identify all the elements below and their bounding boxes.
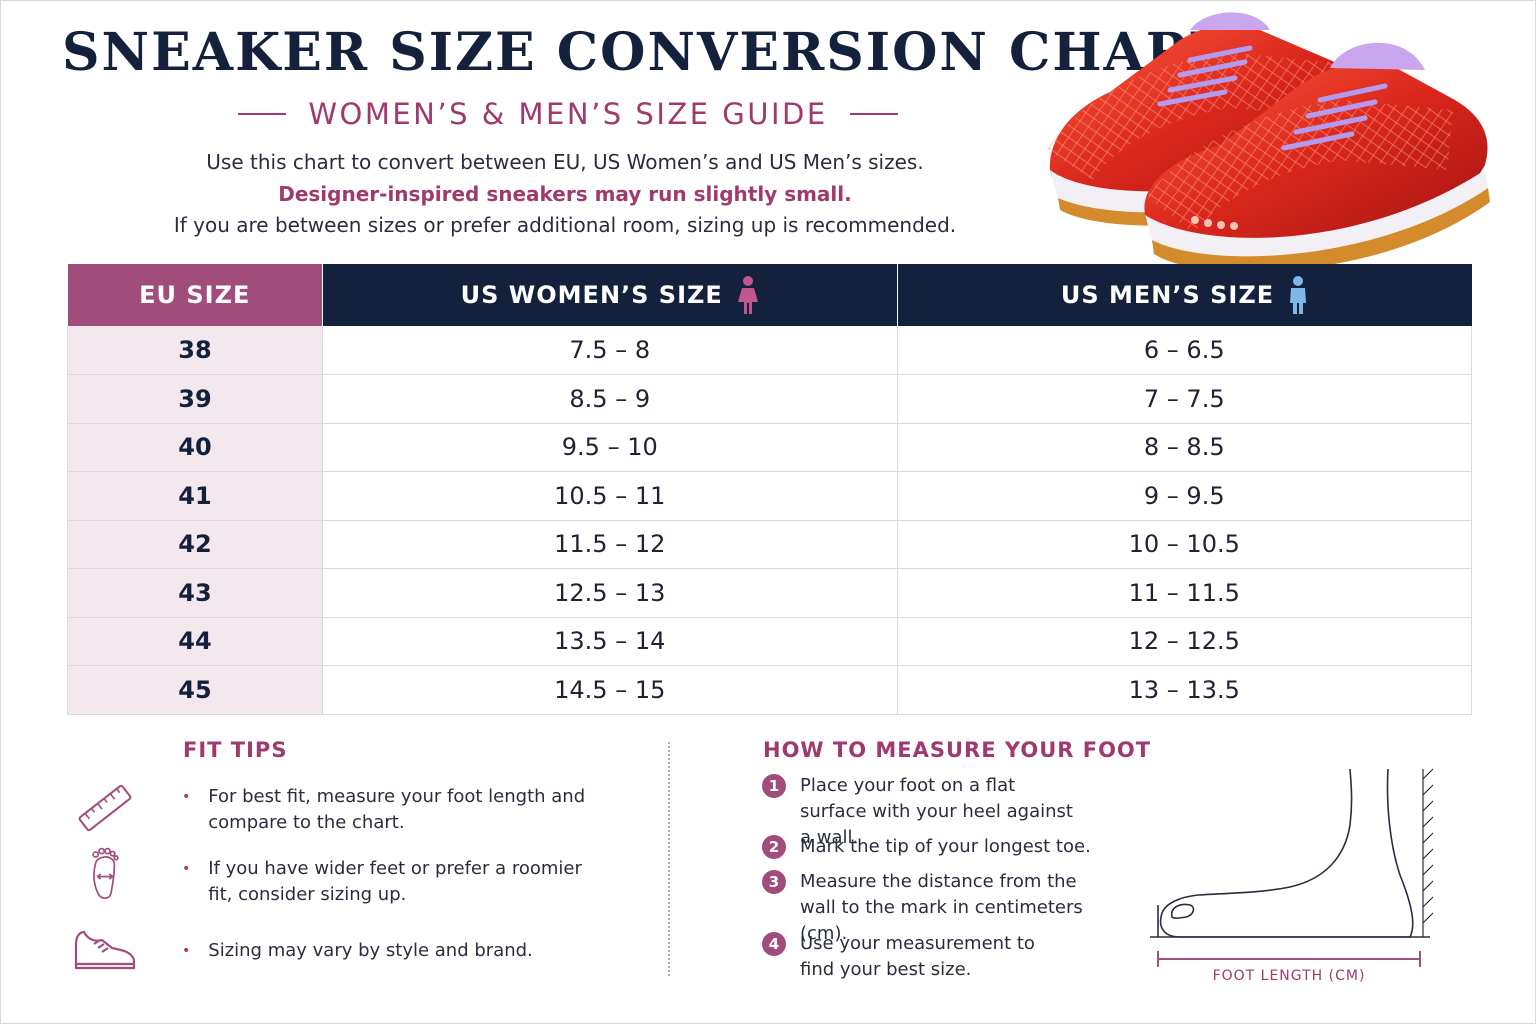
man-icon bbox=[1290, 276, 1307, 314]
fit-tips-title: FIT TIPS bbox=[183, 738, 288, 762]
table-row: 41 10.5 – 11 9 – 9.5 bbox=[67, 471, 1472, 521]
page-subtitle: WOMEN’S & MEN’S SIZE GUIDE bbox=[308, 97, 828, 131]
us-women-cell: 8.5 – 9 bbox=[322, 374, 897, 424]
us-women-cell: 9.5 – 10 bbox=[322, 423, 897, 472]
step-number-badge: 3 bbox=[762, 870, 786, 894]
eu-size-cell: 38 bbox=[67, 326, 323, 375]
step-number-badge: 2 bbox=[762, 835, 786, 859]
subtitle-rule-right bbox=[849, 113, 898, 115]
size-conversion-table: EU SIZE US WOMEN’S SIZE US MEN’S SIZE bbox=[67, 264, 1472, 715]
us-men-cell: 12 – 12.5 bbox=[896, 617, 1472, 666]
bullet-icon: • bbox=[182, 789, 191, 805]
us-women-cell: 12.5 – 13 bbox=[322, 568, 897, 618]
step-number-badge: 1 bbox=[762, 774, 786, 798]
table-row: 42 11.5 – 12 10 – 10.5 bbox=[67, 520, 1472, 569]
us-women-cell: 11.5 – 12 bbox=[322, 520, 897, 569]
step-text: Use your measurement to find your best s… bbox=[800, 933, 1035, 980]
us-men-header-label: US MEN’S SIZE bbox=[1060, 281, 1275, 309]
table-row: 45 14.5 – 15 13 – 13.5 bbox=[67, 665, 1472, 715]
us-women-header: US WOMEN’S SIZE bbox=[322, 264, 897, 326]
table-row: 43 12.5 – 13 11 – 11.5 bbox=[67, 568, 1472, 618]
measure-step: 4 Use your measurement to find your best… bbox=[762, 931, 1072, 983]
table-header-row: EU SIZE US WOMEN’S SIZE US MEN’S SIZE bbox=[67, 264, 1472, 326]
intro-line-2: Designer-inspired sneakers may run sligh… bbox=[278, 182, 852, 206]
us-men-cell: 8 – 8.5 bbox=[896, 423, 1472, 472]
eu-size-cell: 44 bbox=[67, 617, 323, 666]
foot-width-icon bbox=[92, 847, 119, 900]
measure-step: 3 Measure the distance from the wall to … bbox=[762, 869, 1107, 947]
us-men-cell: 6 – 6.5 bbox=[896, 326, 1472, 375]
us-men-cell: 13 – 13.5 bbox=[896, 665, 1472, 715]
us-women-cell: 10.5 – 11 bbox=[322, 471, 897, 521]
intro-line-1: Use this chart to convert between EU, US… bbox=[206, 150, 924, 174]
eu-size-header: EU SIZE bbox=[67, 264, 323, 326]
fit-tip-item: • If you have wider feet or prefer a roo… bbox=[182, 856, 602, 908]
table-row: 40 9.5 – 10 8 – 8.5 bbox=[67, 423, 1472, 472]
sneaker-icon bbox=[74, 930, 136, 970]
woman-icon bbox=[737, 276, 758, 314]
fit-tip-text: For best fit, measure your foot length a… bbox=[208, 786, 586, 833]
eu-size-cell: 40 bbox=[67, 423, 323, 472]
subtitle-rule-left bbox=[238, 113, 287, 115]
eu-size-cell: 41 bbox=[67, 471, 323, 521]
bullet-icon: • bbox=[182, 861, 191, 877]
section-divider bbox=[668, 742, 670, 976]
eu-size-cell: 42 bbox=[67, 520, 323, 569]
us-men-cell: 7 – 7.5 bbox=[896, 374, 1472, 424]
page-title: SNEAKER SIZE CONVERSION CHART bbox=[62, 22, 1231, 83]
us-women-cell: 7.5 – 8 bbox=[322, 326, 897, 375]
us-men-cell: 11 – 11.5 bbox=[896, 568, 1472, 618]
fit-tip-text: If you have wider feet or prefer a roomi… bbox=[208, 858, 582, 905]
us-men-cell: 9 – 9.5 bbox=[896, 471, 1472, 521]
us-women-cell: 13.5 – 14 bbox=[322, 617, 897, 666]
table-row: 44 13.5 – 14 12 – 12.5 bbox=[67, 617, 1472, 666]
foot-measure-diagram-icon bbox=[1150, 768, 1434, 967]
eu-size-cell: 45 bbox=[67, 665, 323, 715]
intro-line-3: If you are between sizes or prefer addit… bbox=[173, 213, 957, 237]
step-number-badge: 4 bbox=[762, 932, 786, 956]
foot-length-label: FOOT LENGTH (CM) bbox=[1212, 968, 1366, 984]
us-men-header: US MEN’S SIZE bbox=[896, 264, 1472, 326]
eu-size-cell: 39 bbox=[67, 374, 323, 424]
eu-size-cell: 43 bbox=[67, 568, 323, 618]
us-women-cell: 14.5 – 15 bbox=[322, 665, 897, 715]
measure-title: HOW TO MEASURE YOUR FOOT bbox=[763, 738, 1152, 762]
bullet-icon: • bbox=[182, 943, 191, 959]
us-women-header-label: US WOMEN’S SIZE bbox=[460, 281, 723, 309]
measure-step: 2 Mark the tip of your longest toe. bbox=[762, 834, 1122, 860]
us-men-cell: 10 – 10.5 bbox=[896, 520, 1472, 569]
fit-tip-text: Sizing may vary by style and brand. bbox=[208, 940, 533, 961]
step-text: Place your foot on a flat surface with y… bbox=[800, 775, 1073, 848]
fit-tip-item: • For best fit, measure your foot length… bbox=[182, 784, 602, 836]
step-text: Mark the tip of your longest toe. bbox=[800, 836, 1091, 857]
step-text: Measure the distance from the wall to th… bbox=[800, 871, 1083, 944]
subtitle-block: WOMEN’S & MEN’S SIZE GUIDE bbox=[218, 96, 918, 132]
fit-tip-item: • Sizing may vary by style and brand. bbox=[182, 938, 602, 964]
ruler-icon bbox=[78, 784, 132, 832]
measure-step: 1 Place your foot on a flat surface with… bbox=[762, 773, 1082, 851]
sneaker-photo-icon bbox=[1047, 12, 1490, 270]
